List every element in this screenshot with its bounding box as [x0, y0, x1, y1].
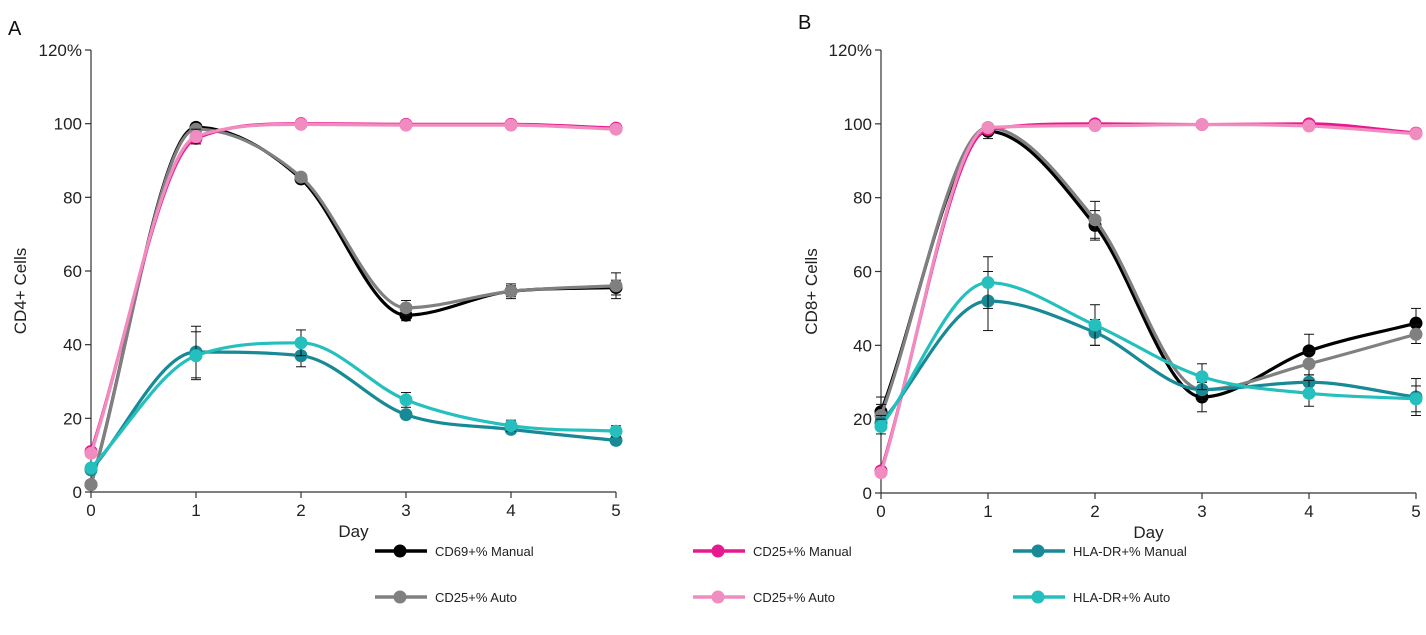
x-tick-label: 1: [983, 502, 992, 521]
data-point: [1195, 118, 1209, 132]
legend-label: CD25+% Manual: [753, 544, 852, 559]
data-point: [1088, 318, 1102, 332]
legend-swatch-marker: [393, 590, 407, 604]
data-point: [1409, 127, 1423, 141]
legend-item: CD69+% Manual: [375, 544, 534, 559]
x-tick-label: 5: [1411, 502, 1420, 521]
x-axis-title: Day: [338, 522, 369, 541]
data-point: [399, 408, 413, 422]
series-5: [84, 329, 623, 475]
data-point: [294, 117, 308, 131]
data-point: [1409, 327, 1423, 341]
legend-swatch-marker: [1031, 544, 1045, 558]
data-point: [294, 170, 308, 184]
data-point: [874, 420, 888, 434]
x-tick-label: 0: [86, 501, 95, 520]
y-tick-label: 20: [63, 409, 82, 428]
x-tick-label: 3: [1197, 502, 1206, 521]
y-tick-label: 80: [63, 188, 82, 207]
data-point: [189, 130, 203, 144]
data-point: [874, 466, 888, 480]
data-point: [504, 419, 518, 433]
data-point: [84, 478, 98, 492]
chart-panel-b: B 0 20 40 60 80 100 120% 0 1 2 3 4 5 Day CD8+ Cells: [798, 12, 1423, 542]
legend-label: CD25+% Auto: [753, 590, 835, 605]
data-point: [504, 284, 518, 298]
data-point: [399, 118, 413, 132]
data-point: [1088, 119, 1102, 133]
data-point: [1302, 119, 1316, 133]
panel-label: B: [798, 12, 811, 34]
y-axis-title: CD8+ Cells: [802, 248, 821, 334]
data-point: [609, 424, 623, 438]
data-point: [1088, 213, 1102, 227]
legend-item: HLA-DR+% Auto: [1013, 590, 1170, 605]
y-tick-label: 40: [853, 336, 872, 355]
series-3: [84, 117, 623, 460]
series-line: [879, 280, 1418, 429]
y-tick-label: 60: [853, 263, 872, 282]
legend-item: CD25+% Manual: [693, 544, 852, 559]
data-point: [84, 446, 98, 460]
legend-swatch-marker: [711, 544, 725, 558]
y-axis-title: CD4+ Cells: [11, 248, 30, 334]
legend-swatch-marker: [711, 590, 725, 604]
legend-item: CD25+% Auto: [375, 590, 517, 605]
data-point: [399, 301, 413, 315]
y-tick-label: 120%: [829, 41, 872, 60]
data-point: [504, 118, 518, 132]
x-tick-label: 1: [191, 501, 200, 520]
series-line: [89, 341, 618, 470]
data-point: [981, 276, 995, 290]
series-1: [874, 121, 1423, 428]
x-tick-label: 2: [1090, 502, 1099, 521]
data-point: [1302, 344, 1316, 358]
legend-item: HLA-DR+% Manual: [1013, 544, 1187, 559]
data-point: [1195, 370, 1209, 384]
data-point: [84, 461, 98, 475]
data-point: [189, 349, 203, 363]
y-tick-label: 100: [54, 115, 82, 134]
legend-label: CD25+% Auto: [435, 590, 517, 605]
x-tick-label: 3: [401, 501, 410, 520]
y-tick-label: 120%: [39, 41, 82, 60]
data-point: [981, 121, 995, 135]
data-point: [609, 122, 623, 136]
y-tick-label: 0: [863, 484, 872, 503]
legend-label: CD69+% Manual: [435, 544, 534, 559]
y-tick-label: 40: [63, 336, 82, 355]
y-tick-label: 0: [73, 483, 82, 502]
y-tick-label: 60: [63, 262, 82, 281]
chart-panel-a: A 0 20 40 60 80 100 120% 0 1 2 3 4 5 Day CD4+ Cells: [8, 18, 623, 541]
x-tick-label: 2: [296, 501, 305, 520]
x-tick-label: 4: [506, 501, 515, 520]
series-3: [874, 118, 1423, 480]
series-4: [84, 325, 623, 477]
chart-legend: CD69+% Manual CD25+% Manual HLA-DR+% Manua…: [375, 544, 1187, 605]
data-point: [1409, 392, 1423, 406]
series-5: [874, 256, 1423, 435]
y-tick-label: 80: [853, 189, 872, 208]
y-tick-label: 20: [853, 410, 872, 429]
panel-label: A: [8, 18, 22, 40]
data-point: [1302, 386, 1316, 400]
series-line: [89, 350, 618, 472]
legend-label: HLA-DR+% Manual: [1073, 544, 1187, 559]
legend-swatch-marker: [393, 544, 407, 558]
series-1: [84, 122, 623, 492]
x-tick-label: 5: [611, 501, 620, 520]
y-tick-label: 100: [844, 115, 872, 134]
x-tick-label: 4: [1304, 502, 1313, 521]
data-point: [294, 336, 308, 350]
legend-item: CD25+% Auto: [693, 590, 835, 605]
data-point: [609, 279, 623, 293]
data-point: [1302, 357, 1316, 371]
x-axis-title: Day: [1133, 523, 1164, 542]
data-point: [399, 393, 413, 407]
legend-label: HLA-DR+% Auto: [1073, 590, 1170, 605]
legend-swatch-marker: [1031, 590, 1045, 604]
data-point: [1409, 316, 1423, 330]
x-tick-label: 0: [876, 502, 885, 521]
